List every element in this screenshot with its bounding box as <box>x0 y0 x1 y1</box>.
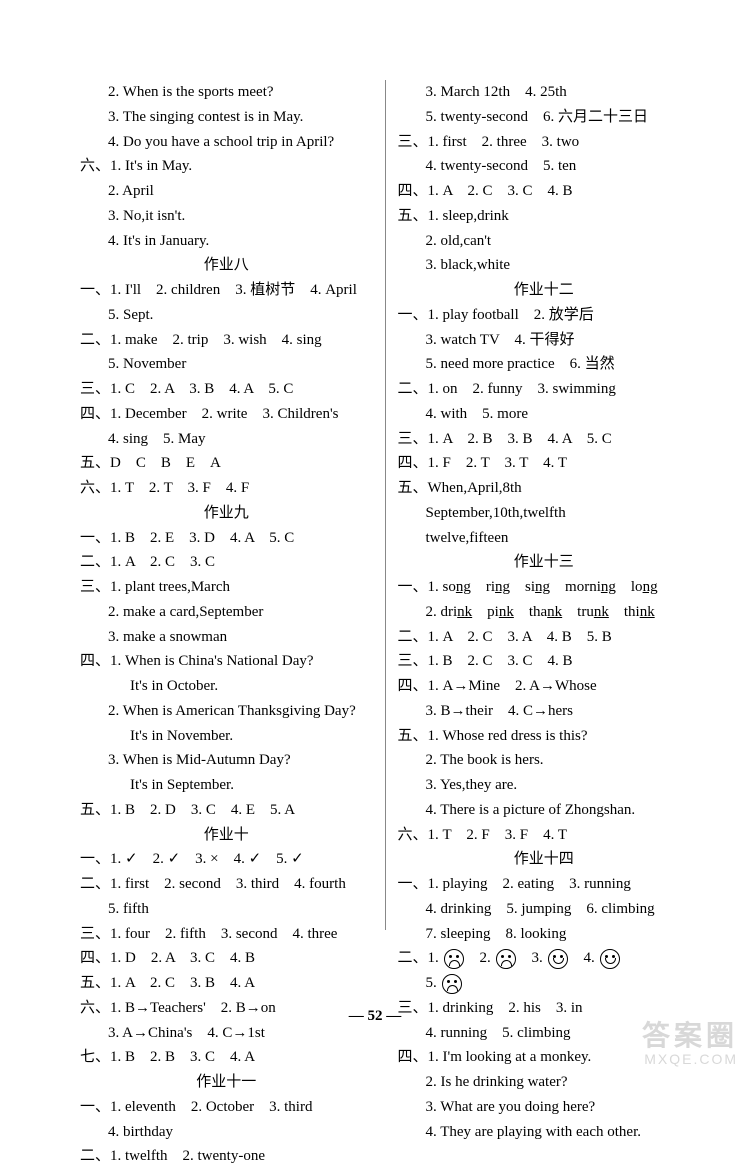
text-line: 3. B→their 4. C→hers <box>398 699 691 724</box>
text-line: 三、1. B 2. C 3. C 4. B <box>398 649 691 674</box>
text-line: 3. What are you doing here? <box>398 1095 691 1120</box>
text-line: 三、1. A 2. B 3. B 4. A 5. C <box>398 427 691 452</box>
text-line: 2. When is American Thanksgiving Day? <box>80 699 373 724</box>
text-line: 作业十 <box>80 823 373 848</box>
text-line: 3. March 12th 4. 25th <box>398 80 691 105</box>
text-line: 五、1. Whose red dress is this? <box>398 724 691 749</box>
text-line: 二、1. make 2. trip 3. wish 4. sing <box>80 328 373 353</box>
text-line: 3. watch TV 4. 干得好 <box>398 328 691 353</box>
text-line: 5. fifth <box>80 897 373 922</box>
text-line: 一、1. song ring sing morning long <box>398 575 691 600</box>
text-line: 六、1. T 2. T 3. F 4. F <box>80 476 373 501</box>
text-line: 7. sleeping 8. looking <box>398 922 691 947</box>
watermark-top: 答案圈 <box>642 1021 738 1052</box>
watermark: 答案圈 MXQE.COM <box>642 1021 738 1067</box>
text-line: 三、1. first 2. three 3. two <box>398 130 691 155</box>
text-line: 作业十四 <box>398 847 691 872</box>
text-line: September,10th,twelfth <box>398 501 691 526</box>
text-line: 二、1. A 2. C 3. A 4. B 5. B <box>398 625 691 650</box>
text-line: 3. make a snowman <box>80 625 373 650</box>
text-line: 4. twenty-second 5. ten <box>398 154 691 179</box>
text-line: 四、1. F 2. T 3. T 4. T <box>398 451 691 476</box>
text-line: 一、1. I'll 2. children 3. 植树节 4. April <box>80 278 373 303</box>
text-line: 2. Is he drinking water? <box>398 1070 691 1095</box>
text-line: 5. need more practice 6. 当然 <box>398 352 691 377</box>
text-line: 六、1. It's in May. <box>80 154 373 179</box>
text-line: 2. drink pink thank trunk think <box>398 600 691 625</box>
text-line: 五、1. B 2. D 3. C 4. E 5. A <box>80 798 373 823</box>
text-line: 3. Yes,they are. <box>398 773 691 798</box>
text-line: 4. It's in January. <box>80 229 373 254</box>
text-line: 二、1. A 2. C 3. C <box>80 550 373 575</box>
text-line: 三、1. plant trees,March <box>80 575 373 600</box>
text-line: 作业十二 <box>398 278 691 303</box>
text-line: 五、When,April,8th <box>398 476 691 501</box>
left-column: 2. When is the sports meet?3. The singin… <box>80 80 386 930</box>
text-line: 4. with 5. more <box>398 402 691 427</box>
text-line: 一、1. play football 2. 放学后 <box>398 303 691 328</box>
text-line: 4. sing 5. May <box>80 427 373 452</box>
text-line: 作业九 <box>80 501 373 526</box>
right-column: 3. March 12th 4. 25th5. twenty-second 6.… <box>386 80 691 930</box>
text-line: 作业八 <box>80 253 373 278</box>
text-line: 3. No,it isn't. <box>80 204 373 229</box>
text-line: 5. Sept. <box>80 303 373 328</box>
text-line: 五、1. sleep,drink <box>398 204 691 229</box>
text-line: 4. They are playing with each other. <box>398 1120 691 1145</box>
text-line: 四、1. When is China's National Day? <box>80 649 373 674</box>
text-line: 4. birthday <box>80 1120 373 1145</box>
text-line: 二、1. on 2. funny 3. swimming <box>398 377 691 402</box>
text-line: It's in September. <box>80 773 373 798</box>
text-line: 作业十三 <box>398 550 691 575</box>
text-line: 一、1. playing 2. eating 3. running <box>398 872 691 897</box>
text-line: twelve,fifteen <box>398 526 691 551</box>
text-line: 五、D C B E A <box>80 451 373 476</box>
text-line: 二、1. first 2. second 3. third 4. fourth <box>80 872 373 897</box>
text-line: 2. make a card,September <box>80 600 373 625</box>
text-line: 2. old,can't <box>398 229 691 254</box>
text-line: 四、1. December 2. write 3. Children's <box>80 402 373 427</box>
text-line: 三、1. four 2. fifth 3. second 4. three <box>80 922 373 947</box>
text-line: 4. There is a picture of Zhongshan. <box>398 798 691 823</box>
text-line: 五、1. A 2. C 3. B 4. A <box>80 971 373 996</box>
text-line: 3. black,white <box>398 253 691 278</box>
text-line: 四、1. A 2. C 3. C 4. B <box>398 179 691 204</box>
text-line: 3. When is Mid-Autumn Day? <box>80 748 373 773</box>
text-line: It's in November. <box>80 724 373 749</box>
text-line: 3. The singing contest is in May. <box>80 105 373 130</box>
page-content: 2. When is the sports meet?3. The singin… <box>0 0 750 970</box>
text-line: 一、1. eleventh 2. October 3. third <box>80 1095 373 1120</box>
text-line: 作业十一 <box>80 1070 373 1095</box>
text-line: 二、1. twelfth 2. twenty-one <box>80 1144 373 1169</box>
watermark-bottom: MXQE.COM <box>642 1052 738 1067</box>
text-line: 四、1. A→Mine 2. A→Whose <box>398 674 691 699</box>
page-number: — 52 — <box>0 1008 750 1025</box>
text-line: 一、1. ✓ 2. ✓ 3. × 4. ✓ 5. ✓ <box>80 847 373 872</box>
page-number-value: 52 <box>368 1008 383 1024</box>
text-line: 5. November <box>80 352 373 377</box>
text-line: It's in October. <box>80 674 373 699</box>
text-line: 三、1. C 2. A 3. B 4. A 5. C <box>80 377 373 402</box>
text-line: 4. drinking 5. jumping 6. climbing <box>398 897 691 922</box>
text-line: 四、1. D 2. A 3. C 4. B <box>80 946 373 971</box>
text-line: 5. <box>398 971 691 996</box>
text-line: 2. April <box>80 179 373 204</box>
text-line: 5. twenty-second 6. 六月二十三日 <box>398 105 691 130</box>
text-line: 七、1. B 2. B 3. C 4. A <box>80 1045 373 1070</box>
text-line: 二、1. 2. 3. 4. <box>398 946 691 971</box>
text-line: 4. Do you have a school trip in April? <box>80 130 373 155</box>
text-line: 2. When is the sports meet? <box>80 80 373 105</box>
text-line: 2. The book is hers. <box>398 748 691 773</box>
text-line: 六、1. T 2. F 3. F 4. T <box>398 823 691 848</box>
text-line: 一、1. B 2. E 3. D 4. A 5. C <box>80 526 373 551</box>
